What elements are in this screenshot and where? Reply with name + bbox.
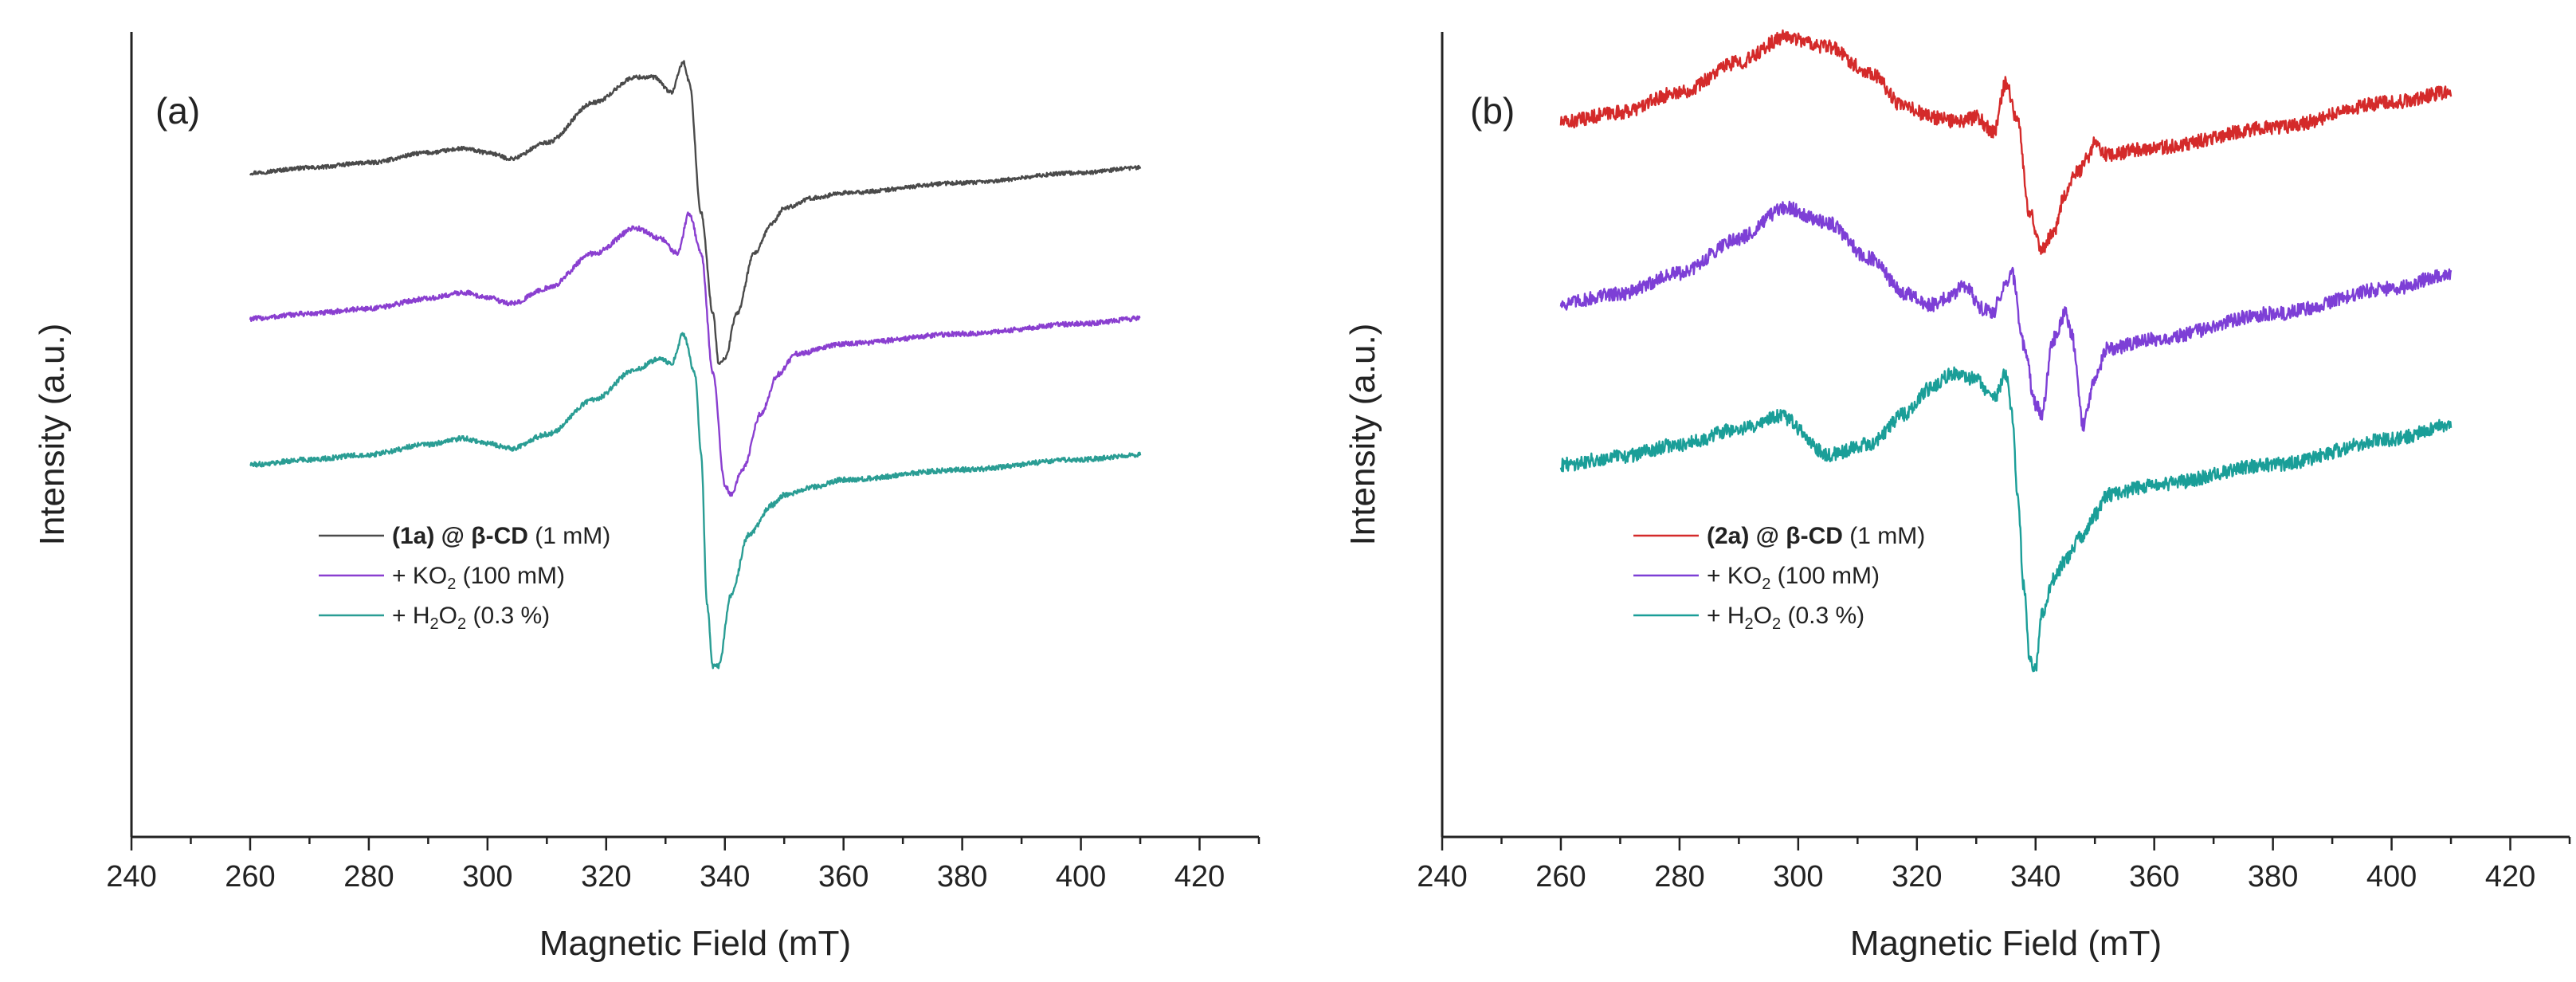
series-line-1	[1559, 29, 2452, 255]
series-line-2	[249, 211, 1141, 497]
legend-text-part: + H	[1707, 603, 1745, 629]
x-tick-label: 400	[1056, 860, 1106, 894]
legend-text-part: (2a) @ β-CD	[1707, 523, 1843, 549]
legend-text-part: 2	[457, 615, 466, 633]
x-tick-label: 300	[1773, 860, 1823, 894]
y-axis-title: Intensity (a.u.)	[33, 324, 72, 546]
x-tick-label: 240	[106, 860, 156, 894]
x-tick-label: 380	[2248, 860, 2298, 894]
legend-text-part: (1 mM)	[1843, 523, 1925, 549]
legend-text-part: (100 mM)	[1770, 563, 1880, 589]
legend-text-part: + KO	[392, 563, 447, 589]
x-tick-label: 280	[1654, 860, 1704, 894]
x-tick-label: 420	[1174, 860, 1225, 894]
legend-entry: + KO2 (100 mM)	[1707, 563, 1880, 593]
legend-entry: (2a) @ β-CD (1 mM)	[1707, 523, 1925, 549]
x-tick-label: 380	[937, 860, 987, 894]
series-line-1	[249, 60, 1142, 365]
legend-text-part: O	[439, 603, 457, 629]
legend-text-part: + H	[392, 603, 430, 629]
legend-entry: + H2O2 (0.3 %)	[392, 603, 550, 633]
series-line-3	[249, 332, 1142, 670]
legend: (2a) @ β-CD (1 mM)+ KO2 (100 mM)+ H2O2 (…	[1633, 523, 1925, 633]
x-tick-label: 240	[1417, 860, 1467, 894]
x-tick-label: 360	[818, 860, 868, 894]
legend-text-part: 2	[447, 575, 456, 593]
legend-text-part: O	[1754, 603, 1772, 629]
x-tick-label: 360	[2129, 860, 2179, 894]
panel-label: (b)	[1470, 90, 1515, 132]
legend: (1a) @ β-CD (1 mM)+ KO2 (100 mM)+ H2O2 (…	[319, 523, 610, 633]
series-line-2	[1559, 200, 2452, 432]
legend-entry: + H2O2 (0.3 %)	[1707, 603, 1864, 633]
x-tick-label: 280	[343, 860, 394, 894]
panel-label: (a)	[155, 90, 200, 132]
x-tick-label: 400	[2366, 860, 2417, 894]
panel-a: 240 260 280 300 320 340 360 380 400 420 Magnetic F…	[33, 32, 1261, 963]
legend-text-part: (100 mM)	[456, 563, 565, 589]
x-tick-label: 340	[700, 860, 750, 894]
x-tick-label: 420	[2485, 860, 2535, 894]
y-axis-title: Intensity (a.u.)	[1343, 324, 1382, 546]
legend-text-part: 2	[430, 615, 439, 633]
legend-text-part: (1 mM)	[528, 523, 610, 549]
legend-text-part: (0.3 %)	[1781, 603, 1864, 629]
x-axis-title: Magnetic Field (mT)	[1850, 924, 2162, 963]
x-tick-label: 320	[1892, 860, 1942, 894]
x-axis-title: Magnetic Field (mT)	[539, 924, 851, 963]
legend-text-part: 2	[1762, 575, 1770, 593]
panel-b: 240 260 280 300 320 340 360 380 400 420 Magnetic F…	[1343, 29, 2571, 963]
legend-text-part: 2	[1772, 615, 1781, 633]
legend-entry: (1a) @ β-CD (1 mM)	[392, 523, 610, 549]
series-line-3	[1559, 366, 2452, 673]
legend-text-part: + KO	[1707, 563, 1762, 589]
legend-text-part: 2	[1745, 615, 1754, 633]
legend-entry: + KO2 (100 mM)	[392, 563, 565, 593]
x-tick-label: 260	[225, 860, 275, 894]
x-tick-label: 260	[1535, 860, 1586, 894]
legend-text-part: (0.3 %)	[466, 603, 550, 629]
legend-text-part: (1a) @ β-CD	[392, 523, 528, 549]
x-tick-label: 340	[2010, 860, 2060, 894]
x-tick-label: 320	[581, 860, 631, 894]
x-tick-label: 300	[462, 860, 512, 894]
